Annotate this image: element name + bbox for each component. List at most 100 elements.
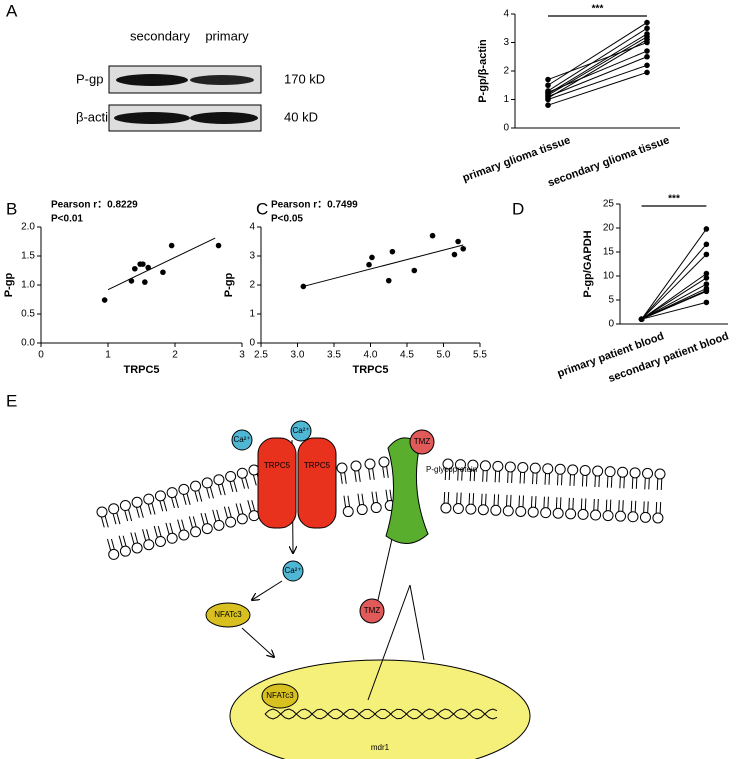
nfatc3-label: NFATc3 [214, 610, 242, 619]
lipid-head [119, 500, 131, 512]
pair-line [641, 254, 707, 320]
lipid-head [201, 477, 213, 489]
pair-line [547, 39, 648, 99]
lane-label: secondary [130, 28, 190, 43]
row-label: P-gp [76, 71, 103, 86]
x-tick-label: 3 [239, 350, 245, 361]
panel-label: D [512, 199, 524, 218]
lipid-head [502, 505, 514, 517]
lipid-head [452, 503, 464, 515]
y-tick-label: 1.5 [21, 251, 35, 262]
dot [644, 36, 650, 43]
pair-line [641, 243, 707, 320]
x-tick-label: 3.0 [291, 350, 305, 361]
lipid-head [577, 508, 589, 520]
trpc5-channel [257, 437, 297, 529]
lipid-head [479, 460, 491, 472]
dna [264, 708, 498, 720]
lipid-head [370, 502, 382, 514]
tmz [409, 429, 435, 455]
fit-line [303, 244, 464, 287]
lipid-head [154, 490, 166, 502]
x-axis-label: TRPC5 [352, 364, 388, 376]
nfatc3-label: NFATc3 [266, 691, 294, 700]
y-tick-label: 5 [608, 295, 614, 306]
dot [140, 261, 146, 267]
lipid-head [143, 539, 155, 551]
gene-label: mdr1 [371, 743, 390, 752]
size-label: 170 kD [284, 71, 325, 86]
x-tick-label: 4.5 [400, 350, 414, 361]
dot [703, 275, 710, 281]
lipid-head [515, 505, 527, 517]
lipid-head [567, 464, 579, 476]
panel-label: E [6, 391, 17, 410]
lipid-head [465, 503, 477, 515]
lipid-head [131, 496, 143, 508]
lipid-head [166, 487, 178, 499]
dot [703, 288, 710, 295]
y-tick-label: 0 [503, 123, 509, 134]
y-tick-label: 1.0 [21, 280, 35, 291]
nfatc3 [205, 602, 251, 628]
tmz-label: TMZ [364, 606, 381, 615]
lipid-head [565, 508, 577, 520]
band [190, 75, 254, 85]
pair-line [641, 277, 707, 320]
pair-line [547, 33, 648, 95]
lipid-head [178, 483, 190, 495]
dot [703, 281, 710, 287]
lipid-head [350, 460, 362, 472]
trpc5-label: TRPC5 [264, 461, 291, 470]
y-tick-label: 4 [503, 9, 509, 20]
x-tick-label: 1 [105, 350, 111, 361]
dot [545, 102, 551, 108]
lipid-head [467, 459, 479, 471]
annotation: Pearson r：0.7499 [271, 200, 358, 211]
arrow [252, 580, 283, 600]
y-tick-label: 15 [603, 247, 615, 258]
ca-label: Ca²⁺ [292, 426, 309, 435]
pair-line [547, 27, 648, 92]
y-tick-label: 0.0 [21, 338, 35, 349]
y-tick-label: 2 [249, 280, 255, 291]
dot [215, 242, 222, 249]
lipid-head [615, 510, 627, 522]
dot [429, 232, 436, 239]
dot [703, 270, 710, 277]
lipid-head [492, 460, 504, 472]
dot [101, 297, 108, 303]
lipid-head [364, 458, 376, 470]
lipid-head [542, 463, 554, 475]
dot [545, 82, 551, 89]
lipid-head [517, 462, 529, 474]
lipid-head [213, 519, 225, 531]
lipid-head [540, 507, 552, 519]
lipid-head [652, 512, 664, 524]
y-tick-label: 1 [503, 94, 509, 105]
x-tick-label: 2.5 [254, 350, 268, 361]
dot [366, 261, 372, 268]
y-axis-label: P-gp [3, 273, 15, 298]
dot [455, 238, 461, 245]
significance-label: *** [668, 194, 680, 205]
pair-line [547, 22, 648, 86]
pair-line [641, 228, 707, 320]
dot [145, 264, 151, 271]
ca-label: Ca²⁺ [284, 566, 301, 575]
lipid-head [178, 529, 190, 541]
size-label: 40 kD [284, 109, 318, 124]
lipid-head [642, 467, 654, 479]
ca-label: Ca²⁺ [233, 435, 250, 444]
pair-line [547, 71, 648, 106]
dot [128, 278, 135, 284]
dot [545, 76, 551, 83]
lipid-head [201, 523, 213, 535]
pair-line [641, 301, 707, 320]
y-tick-label: 2 [503, 66, 509, 77]
nfatc3 [261, 683, 299, 709]
lipid-head [225, 516, 237, 528]
y-tick-label: 0 [608, 319, 614, 330]
lipid-head [454, 459, 466, 471]
